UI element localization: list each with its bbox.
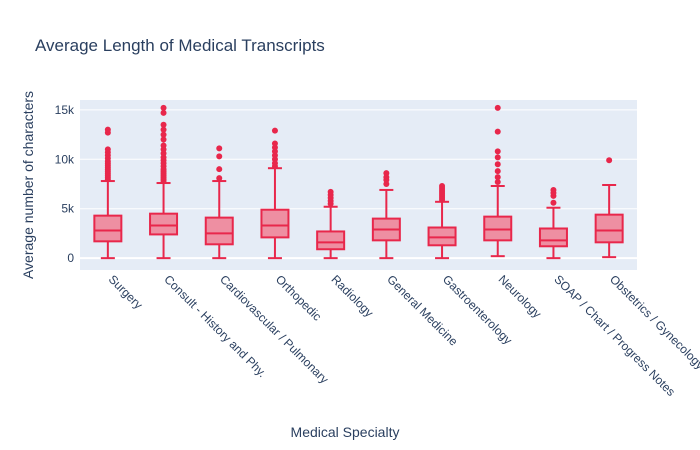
iqr-box [594,213,624,244]
box-group [594,157,624,259]
outlier-point [160,121,167,128]
y-tick-label: 0 [67,251,74,265]
outlier-point [606,157,613,164]
iqr-box [316,230,346,251]
outlier-point [216,175,223,182]
iqr-box [149,212,179,236]
y-tick-label: 15k [55,103,75,117]
outlier-point [160,131,167,138]
outlier-point [494,161,501,168]
outlier-point [216,145,223,152]
box-group [427,182,457,260]
x-tick-label: Cardiovascular / Pulmonary [217,272,331,386]
outlier-point [550,186,557,193]
outlier-point [160,109,167,116]
outlier-point [494,174,501,181]
outlier-point [216,153,223,160]
gridlines [80,109,637,260]
outlier-point [494,179,501,186]
x-tick-label: Neurology [496,272,545,321]
outlier-point [494,128,501,135]
x-tick-label: Radiology [329,272,377,320]
outlier-point [271,127,278,134]
box-group [260,127,290,260]
x-tick-label: Obstetrics / Gynecology [607,272,700,372]
iqr-box [260,208,290,239]
outlier-point [160,142,167,149]
box-group [316,188,346,260]
outlier-point [160,126,167,133]
x-axis: Surgery Consult - History and Phy.Cardiov… [106,272,700,399]
y-tick-label: 10k [55,152,75,166]
box-group [483,104,513,258]
outlier-point [271,140,278,147]
x-tick-label: SOAP / Chart / Progress Notes [551,272,678,399]
box-group [204,145,234,260]
box-group [371,170,401,260]
outlier-point [494,168,501,175]
box-group [149,104,179,260]
x-tick-label: Orthopedic [273,272,324,323]
iqr-box [93,214,123,243]
outlier-point [104,146,111,153]
outlier-point [216,166,223,173]
x-tick-label: Surgery [106,272,146,312]
x-tick-label: Consult - History and Phy. [161,272,269,380]
iqr-box [538,227,568,248]
box-group [538,186,568,260]
box-group [93,126,123,260]
y-axis-label: Average number of characters [20,91,36,279]
outlier-point [327,188,334,195]
y-tick-label: 5k [61,202,75,216]
outlier-point [104,126,111,133]
outlier-point [160,104,167,111]
iqr-box [204,216,234,246]
outlier-point [494,104,501,111]
chart-title: Average Length of Medical Transcripts [35,36,325,55]
outlier-point [550,199,557,206]
outlier-point [439,182,446,189]
y-axis: 0 5k 10k 15k [55,103,75,265]
boxes-layer [93,104,624,260]
x-axis-label: Medical Specialty [291,424,400,440]
outlier-point [160,136,167,143]
outlier-point [494,148,501,155]
outlier-point [383,170,390,177]
outlier-point [494,154,501,161]
